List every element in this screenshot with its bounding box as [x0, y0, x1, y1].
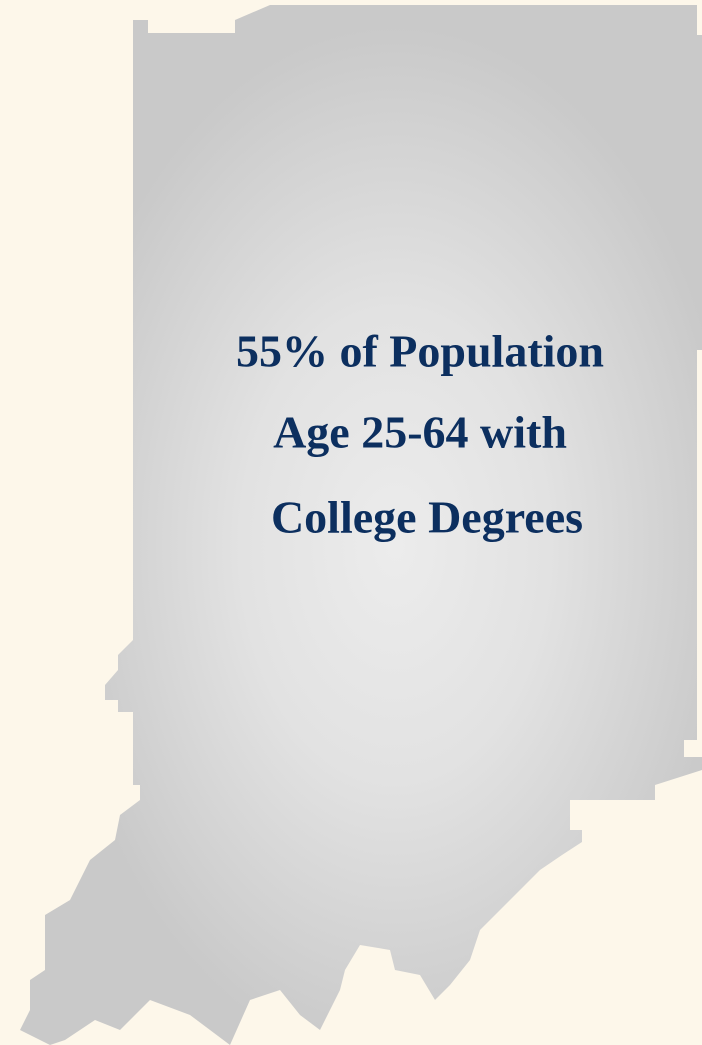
headline-line: 55% of Population — [236, 326, 604, 377]
headline-line: Age 25-64 with — [273, 407, 567, 458]
state-outline — [20, 5, 702, 1045]
headline-line: College Degrees — [271, 492, 583, 543]
